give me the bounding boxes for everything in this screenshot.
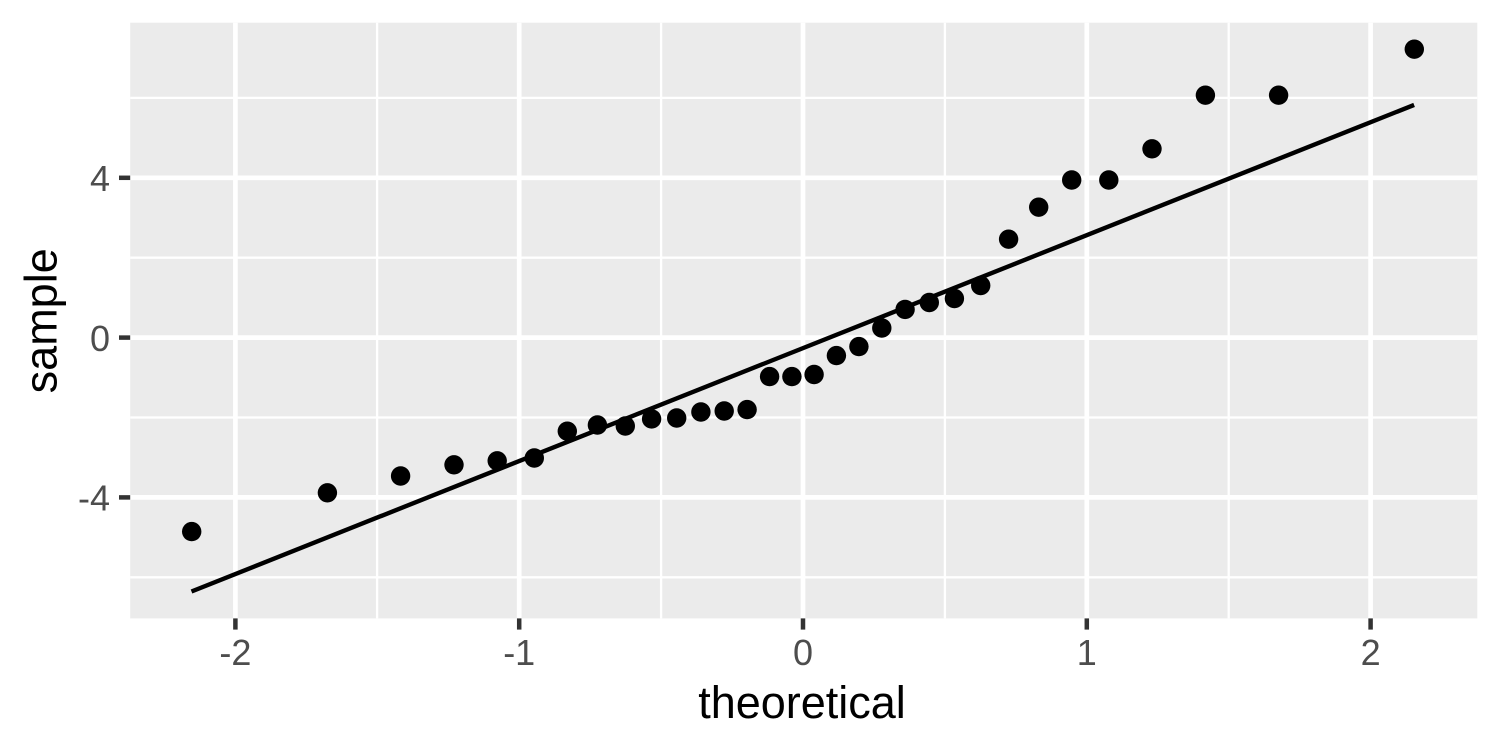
svg-text:1: 1 (1077, 632, 1097, 673)
svg-text:0: 0 (793, 632, 813, 673)
svg-text:2: 2 (1361, 632, 1381, 673)
svg-text:0: 0 (90, 318, 110, 359)
svg-text:theoretical: theoretical (698, 677, 906, 728)
svg-text:-2: -2 (219, 632, 251, 673)
svg-text:-1: -1 (503, 632, 535, 673)
svg-text:sample: sample (16, 248, 67, 393)
svg-text:4: 4 (90, 158, 110, 199)
svg-text:-4: -4 (78, 478, 110, 519)
